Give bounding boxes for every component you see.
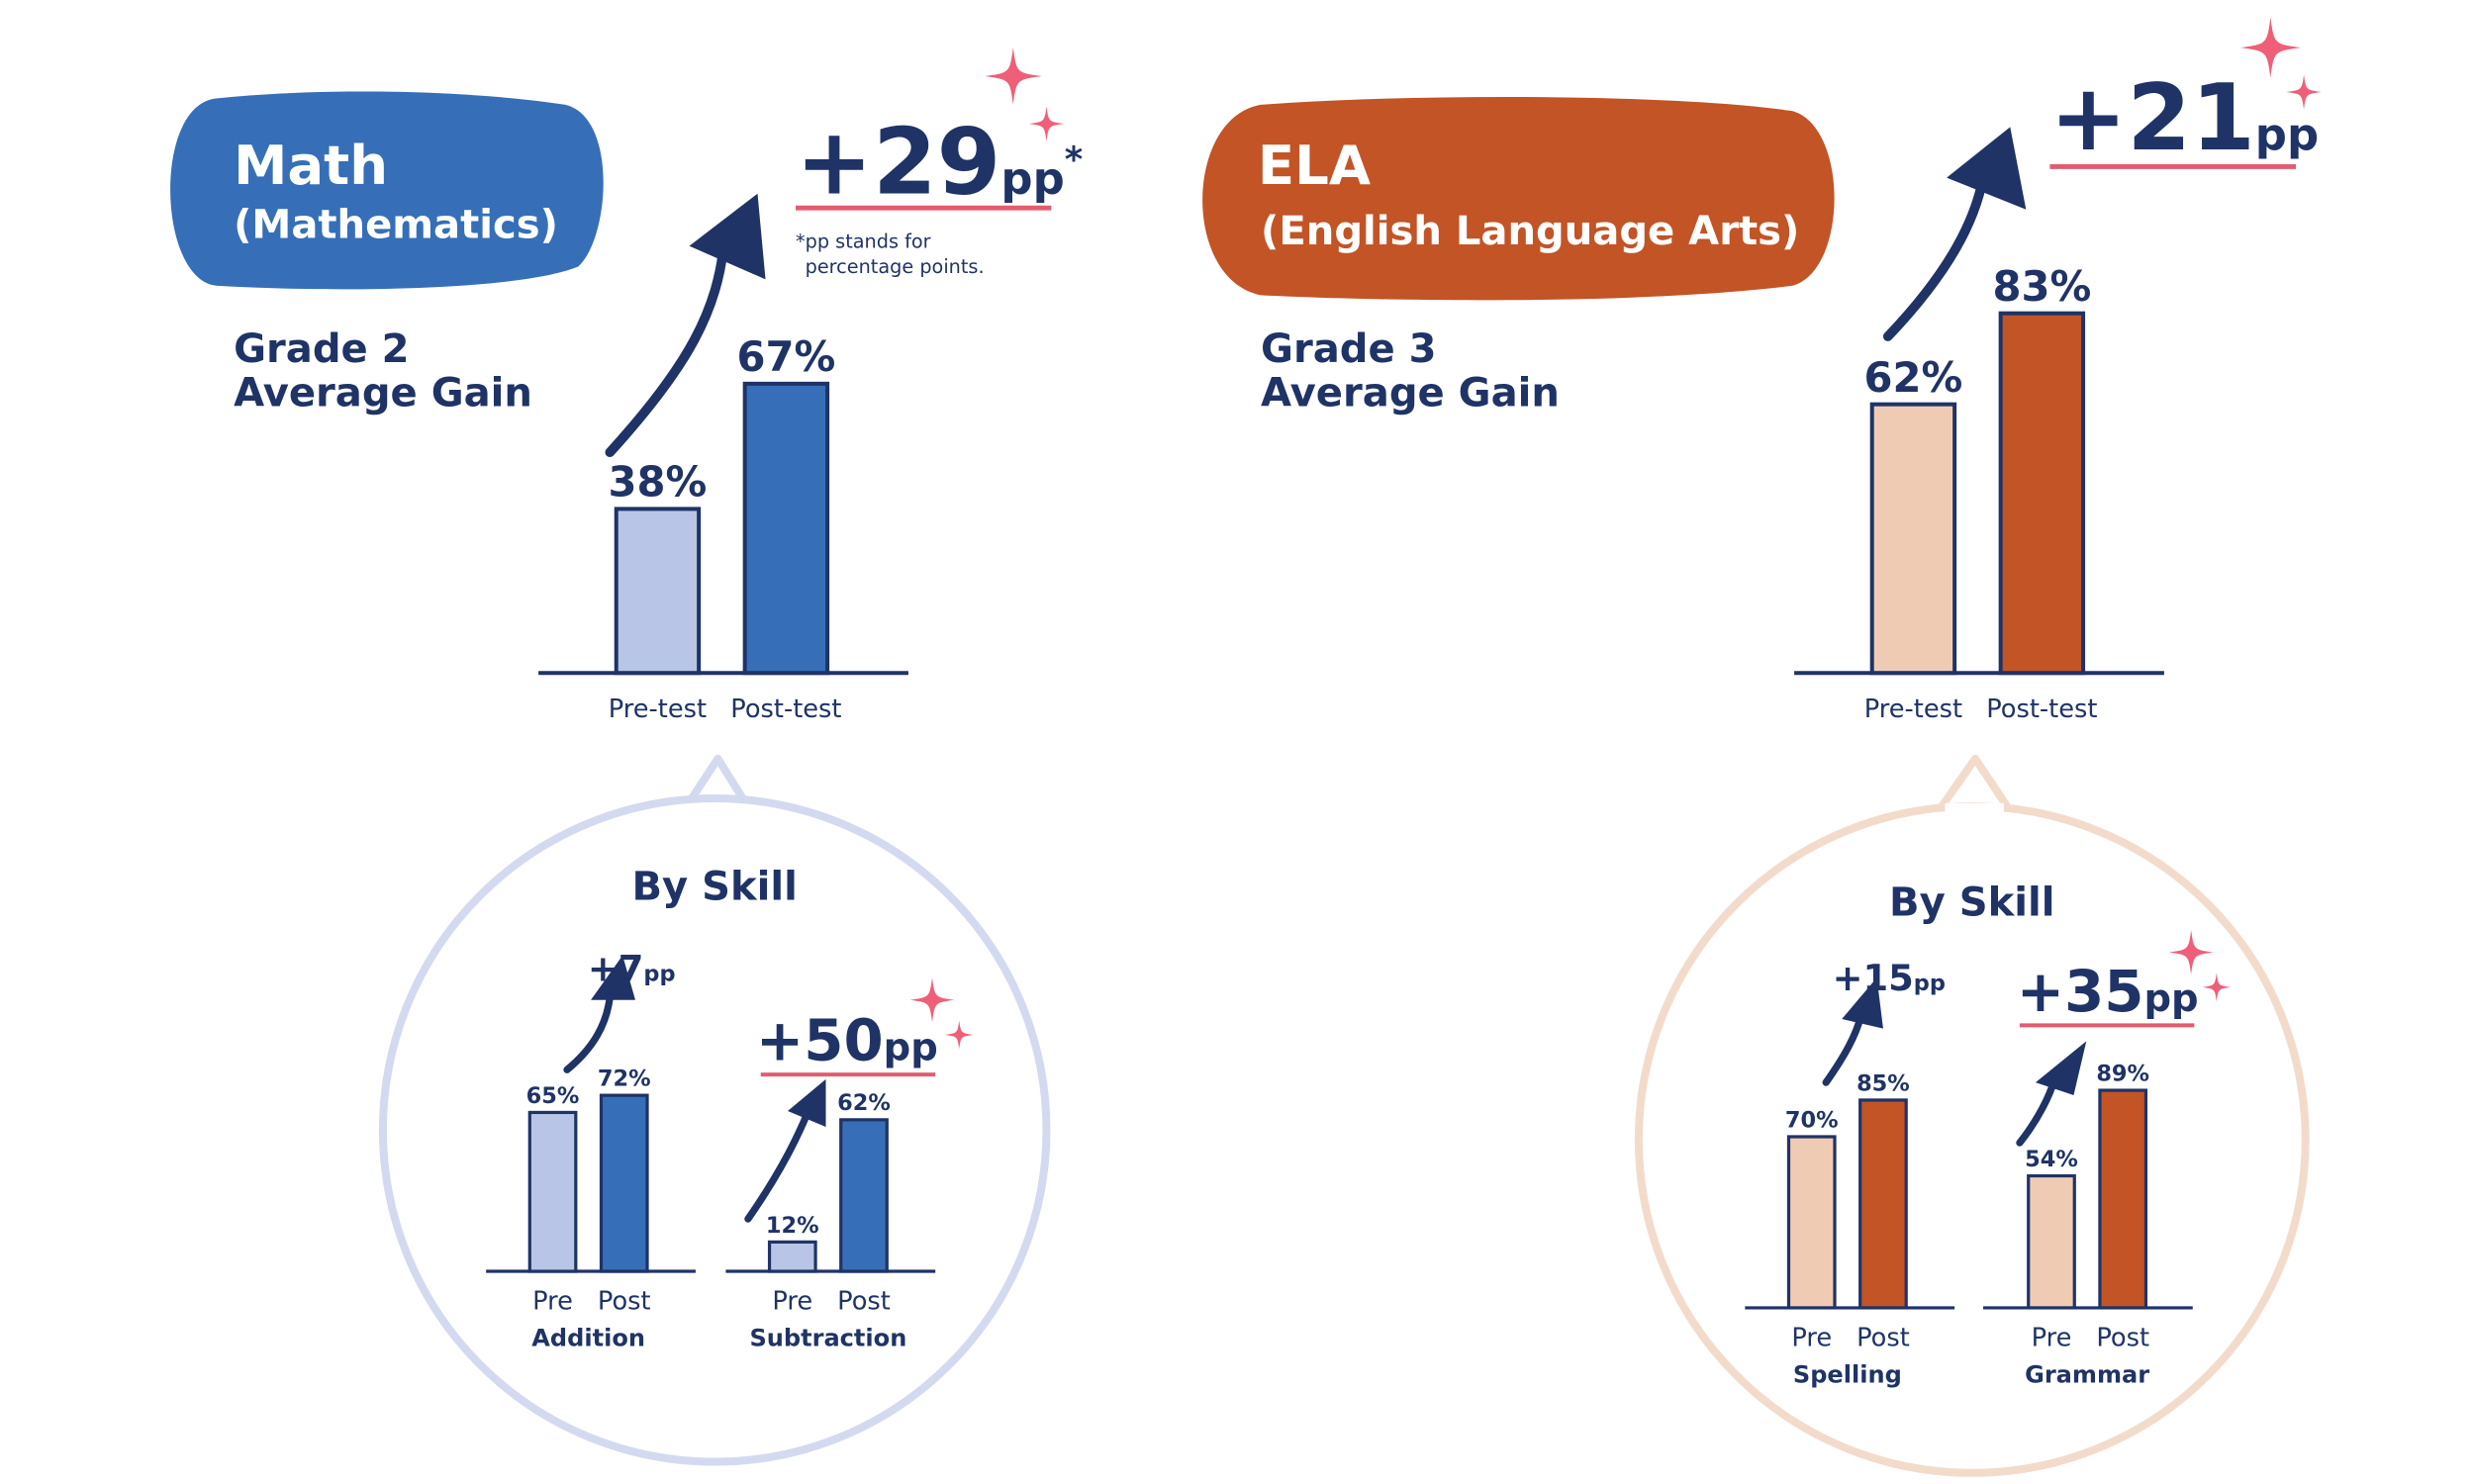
category-label: Pre-test	[609, 695, 707, 724]
math-title: Math	[234, 134, 388, 197]
skill-name: Addition	[531, 1324, 645, 1351]
math-footnote-line2: percentage points.	[806, 255, 985, 278]
math-subtitle: (Mathematics)	[234, 203, 558, 248]
category-label: Post-test	[1986, 695, 2097, 724]
data-label: 89%	[2096, 1061, 2149, 1086]
data-label: 85%	[1856, 1070, 1910, 1096]
ela-by-skill-bubble	[1634, 754, 2310, 1477]
subtraction-bar-post	[839, 1118, 889, 1273]
grade-2-average-gain-bar-post-test	[742, 381, 830, 676]
data-label: 12%	[766, 1213, 819, 1239]
spelling-bar-pre	[1786, 1135, 1837, 1310]
grade-3-average-gain-bar-post-test	[1998, 311, 2086, 676]
category-label: Pre	[532, 1287, 573, 1317]
category-label: Pre	[2032, 1323, 2072, 1352]
addition-gain: +7pp	[588, 947, 676, 989]
math-trend-arrow-icon	[605, 193, 766, 458]
math-main-chart: 38% Pre-test 67% Post-test	[538, 332, 908, 724]
sparkle-icon	[984, 47, 1042, 105]
subtraction-gain: +50pp	[756, 1007, 938, 1074]
ela-main-chart: 62% Pre-test 83% Post-test	[1794, 262, 2164, 724]
data-label: 62%	[1864, 353, 1963, 402]
math-gain-headline: +29pp*	[796, 109, 1083, 216]
addition-arrow-icon	[563, 955, 635, 1073]
spelling-chart: 70% Pre 85% Post Spelling +15pp	[1745, 957, 1955, 1388]
ela-grade-line2: Average Gain	[1261, 371, 1560, 417]
grammar-bar-post	[2098, 1088, 2148, 1310]
grade-2-average-gain-bar-pre-test	[614, 507, 702, 676]
data-label: 72%	[598, 1067, 651, 1092]
addition-chart: 65% Pre 72% Post Addition +7pp	[486, 947, 696, 1351]
addition-bar-post	[599, 1093, 649, 1273]
skill-name: Spelling	[1793, 1360, 1902, 1388]
data-label: 54%	[2025, 1147, 2078, 1172]
ela-gain-headline: +21pp	[2049, 64, 2319, 171]
category-label: Post	[2096, 1323, 2149, 1352]
category-label: Pre-test	[1864, 695, 1962, 724]
skill-name: Grammar	[2025, 1360, 2149, 1388]
data-label: 38%	[609, 458, 708, 507]
math-section: Math (Mathematics) Grade 2 Average Gain …	[170, 47, 1083, 1466]
spelling-bar-post	[1858, 1098, 1908, 1310]
data-label: 70%	[1785, 1107, 1839, 1133]
grammar-gain: +35pp	[2017, 958, 2199, 1025]
math-grade-line2: Average Gain	[234, 371, 532, 417]
grammar-arrow-icon	[2016, 1041, 2087, 1147]
addition-bar-pre	[527, 1110, 578, 1273]
subtraction-arrow-icon	[744, 1078, 826, 1223]
ela-trend-arrow-icon	[1882, 127, 2027, 341]
ela-gain-unit: pp	[2255, 108, 2319, 160]
spelling-gain: +15pp	[1833, 957, 1946, 999]
sparkle-icon	[1028, 106, 1065, 141]
math-by-skill-title: By Skill	[631, 865, 797, 910]
category-label: Post-test	[730, 695, 841, 724]
math-gain-asterisk: *	[1065, 139, 1083, 180]
grammar-bar-pre	[2027, 1173, 2076, 1310]
skill-name: Subtraction	[749, 1324, 906, 1351]
math-gain-value: +29	[796, 109, 1000, 216]
data-label: 83%	[1992, 262, 2091, 311]
data-label: 67%	[736, 332, 835, 381]
category-label: Post	[837, 1287, 891, 1317]
grammar-chart: 54% Pre 89% Post Grammar +35pp	[1983, 930, 2232, 1388]
ela-title: ELA	[1258, 134, 1371, 197]
math-grade-line1: Grade 2	[234, 326, 410, 372]
subtraction-chart: 12% Pre 62% Post Subtraction +50pp	[725, 977, 974, 1351]
data-label: 62%	[837, 1090, 891, 1116]
category-label: Post	[598, 1287, 651, 1317]
ela-section: ELA (English Language Arts) Grade 3 Aver…	[1202, 17, 2322, 1477]
math-footnote-line1: *pp stands for	[796, 230, 931, 252]
category-label: Pre	[772, 1287, 812, 1317]
math-gain-unit: pp	[1000, 152, 1064, 205]
ela-by-skill-title: By Skill	[1889, 881, 2054, 926]
data-label: 65%	[526, 1083, 580, 1109]
ela-gain-value: +21	[2049, 64, 2254, 171]
math-title-blob	[170, 91, 604, 290]
subtraction-bar-pre	[767, 1240, 817, 1273]
ela-grade-line1: Grade 3	[1261, 326, 1437, 372]
math-by-skill-bubble	[378, 754, 1051, 1466]
category-label: Post	[1856, 1323, 1910, 1352]
category-label: Pre	[1791, 1323, 1832, 1352]
grade-3-average-gain-bar-pre-test	[1869, 402, 1957, 676]
spelling-arrow-icon	[1822, 977, 1883, 1086]
sparkle-icon	[2286, 74, 2322, 110]
ela-subtitle: (English Language Arts)	[1261, 209, 1799, 254]
ela-title-blob	[1202, 96, 1835, 301]
